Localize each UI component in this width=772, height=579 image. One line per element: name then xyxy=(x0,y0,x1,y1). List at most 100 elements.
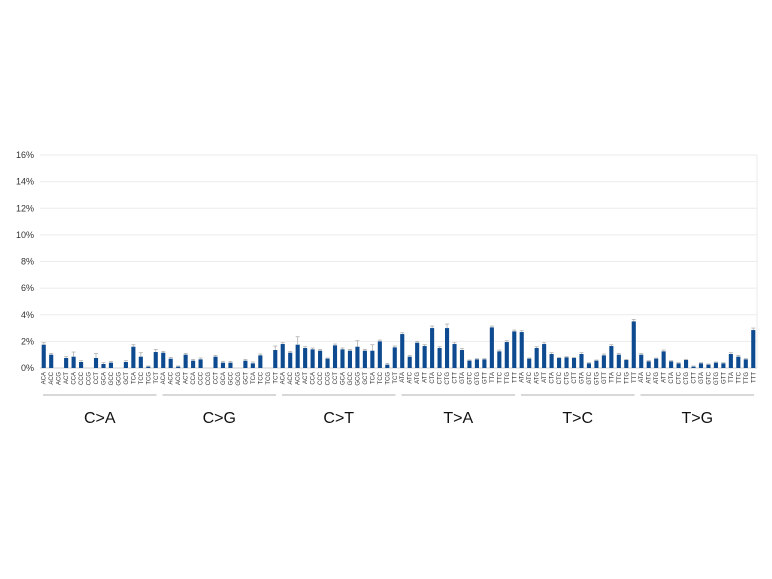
context-label: ACC xyxy=(288,371,294,384)
bar xyxy=(400,334,405,368)
bar xyxy=(370,350,375,368)
bar xyxy=(273,350,278,368)
context-label: TTT xyxy=(512,372,518,383)
context-label: TTG xyxy=(505,372,511,384)
context-label: ACA xyxy=(281,372,287,384)
context-label: GTC xyxy=(706,371,712,384)
bar xyxy=(474,359,479,368)
context-label: CTG xyxy=(565,372,571,385)
bar xyxy=(153,352,158,368)
bar xyxy=(108,362,114,368)
context-label: GCG xyxy=(236,372,242,386)
context-label: TCG xyxy=(385,372,391,385)
bar xyxy=(325,358,330,368)
bar xyxy=(332,345,338,368)
bar xyxy=(213,356,218,368)
bar xyxy=(669,361,674,368)
context-label: GTT xyxy=(602,372,608,384)
context-label: CTC xyxy=(677,371,683,384)
bar xyxy=(721,363,726,368)
context-label: ACT xyxy=(64,372,70,384)
context-label: ATG xyxy=(654,372,660,384)
bar xyxy=(579,354,584,368)
bar xyxy=(93,358,99,368)
context-label: CCC xyxy=(79,371,85,385)
context-label: GCT xyxy=(243,372,249,385)
bar xyxy=(571,358,577,368)
bar xyxy=(101,364,106,368)
y-tick-label: 4% xyxy=(21,310,34,320)
bar xyxy=(654,358,659,368)
bar xyxy=(280,344,285,368)
context-label: GCA xyxy=(221,372,227,385)
bar xyxy=(407,356,412,368)
bar xyxy=(527,358,532,368)
bar xyxy=(504,342,509,368)
context-label: GTC xyxy=(467,371,473,384)
y-tick-label: 14% xyxy=(16,177,34,187)
context-label: TTA xyxy=(609,372,615,383)
y-tick-label: 16% xyxy=(16,150,34,160)
context-label: GTG xyxy=(475,372,481,385)
group-label: T>A xyxy=(443,410,473,427)
bar xyxy=(482,359,487,368)
bar xyxy=(168,358,173,368)
y-tick-label: 6% xyxy=(21,283,34,293)
context-label: ACC xyxy=(169,371,175,384)
context-label: TTA xyxy=(490,372,496,383)
bar xyxy=(385,364,390,368)
bar xyxy=(340,349,345,368)
bar xyxy=(71,356,76,368)
bar xyxy=(691,366,696,368)
context-label: TCT xyxy=(393,372,399,384)
context-label: GTG xyxy=(714,372,720,385)
bar xyxy=(355,346,360,368)
bar xyxy=(751,330,756,368)
context-label: TCC xyxy=(378,371,384,384)
context-label: GCC xyxy=(348,371,354,385)
context-label: ACA xyxy=(42,372,48,384)
bar xyxy=(183,354,188,368)
context-label: GTT xyxy=(721,372,727,384)
bar xyxy=(430,328,435,368)
bar xyxy=(377,341,382,368)
group-label: C>T xyxy=(323,410,354,427)
x-axis-context-labels: ACA ACC ACG ACT CCA CCC CCG CCT GCA GCC GCG GCT TCA T… xyxy=(42,371,758,385)
group-label: C>A xyxy=(84,410,116,427)
bar xyxy=(683,360,689,368)
context-label: GTC xyxy=(587,371,593,384)
context-label: TCG xyxy=(146,372,152,385)
context-label: ACG xyxy=(57,372,63,385)
context-label: ACT xyxy=(184,372,190,384)
context-label: CCC xyxy=(199,371,205,385)
y-tick-label: 10% xyxy=(16,230,34,240)
bar xyxy=(676,363,681,368)
context-label: ACA xyxy=(161,372,167,384)
context-label: CTA xyxy=(430,372,436,384)
bar xyxy=(557,358,562,368)
context-label: GCT xyxy=(124,372,130,385)
bar xyxy=(228,362,233,368)
bar xyxy=(459,350,465,368)
bar xyxy=(519,332,524,368)
context-label: ACT xyxy=(303,372,309,384)
bar xyxy=(243,360,248,368)
context-label: ACG xyxy=(296,372,302,385)
context-label: GCC xyxy=(228,371,234,385)
bar xyxy=(79,362,84,368)
context-label: TCT xyxy=(273,372,279,384)
bar xyxy=(310,349,315,368)
context-label: TCA xyxy=(131,372,137,384)
context-label: ATT xyxy=(423,372,429,383)
context-label: CCG xyxy=(206,372,212,386)
context-label: ACC xyxy=(49,371,55,384)
bar xyxy=(295,344,300,368)
context-label: CCA xyxy=(191,372,197,385)
bar xyxy=(713,362,718,368)
context-label: ACG xyxy=(176,372,182,385)
bar xyxy=(41,344,46,368)
bar xyxy=(146,366,151,368)
context-label: GTA xyxy=(460,372,466,384)
context-label: CTG xyxy=(445,372,451,385)
